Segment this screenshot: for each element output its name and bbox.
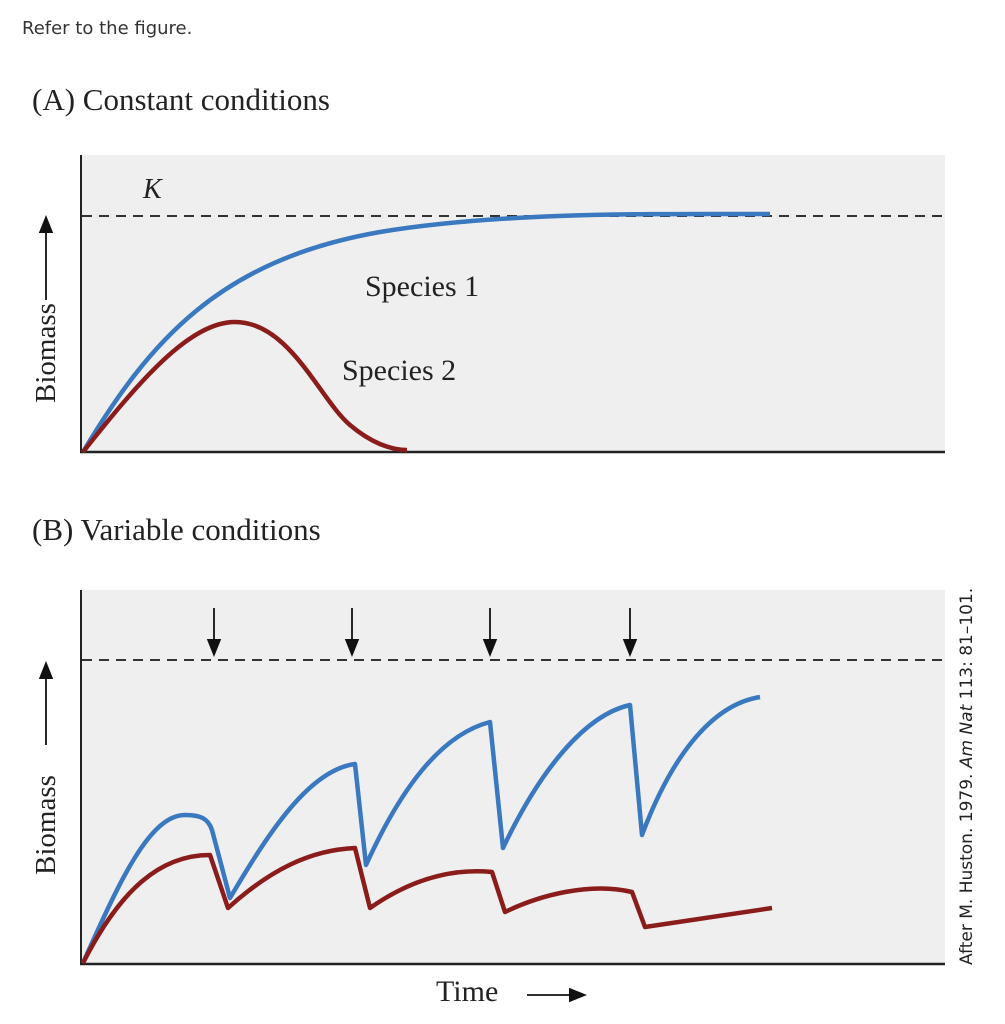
panel-b-title: (B) Variable conditions	[32, 512, 321, 547]
species-1-curve-a	[81, 211, 771, 454]
panel-a-title: (A) Constant conditions	[32, 82, 330, 117]
credit-suffix: 113: 81–101.	[957, 587, 977, 705]
credit-prefix: After M. Huston. 1979.	[957, 768, 977, 965]
disturbance-arrows	[206, 608, 638, 657]
species-1-label: Species 1	[365, 270, 480, 303]
species-2-curve-a	[81, 319, 408, 454]
panel-b-y-label: Biomass	[30, 775, 62, 875]
source-credit: After M. Huston. 1979. Am Nat 113: 81–10…	[957, 588, 977, 965]
credit-journal: Am Nat	[957, 704, 977, 769]
species-1-curve-b	[80, 694, 761, 964]
k-label: K	[143, 174, 162, 205]
species-2-curve-b	[80, 845, 773, 965]
x-axis-label: Time	[436, 975, 499, 1008]
species-2-label: Species 2	[342, 354, 457, 387]
panel-a-plot-area	[81, 155, 945, 452]
question-prompt: Refer to the figure.	[22, 18, 193, 39]
panel-a-y-label: Biomass	[30, 303, 62, 403]
